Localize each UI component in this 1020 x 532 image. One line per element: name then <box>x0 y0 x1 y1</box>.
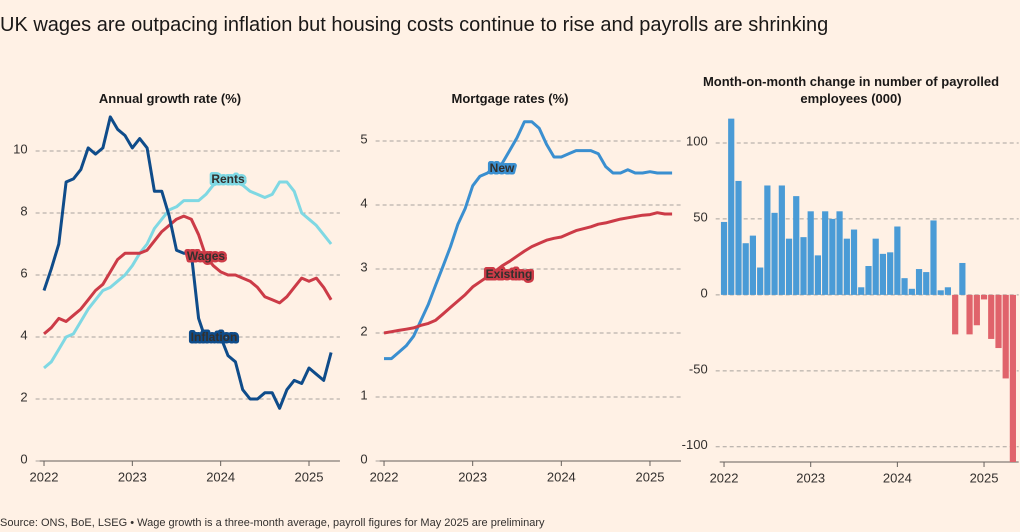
bar <box>901 278 908 295</box>
x-tick-label: 2025 <box>970 470 999 485</box>
bar <box>728 118 735 295</box>
bar <box>872 238 879 295</box>
y-tick-label: -50 <box>689 361 708 376</box>
x-tick-label: 2023 <box>796 470 825 485</box>
y-tick-label: 2 <box>20 389 27 404</box>
line <box>43 174 333 370</box>
x-tick-label: 2024 <box>883 470 912 485</box>
bar <box>1009 294 1016 462</box>
bar <box>778 185 785 295</box>
bar <box>908 288 915 295</box>
bar <box>865 266 872 295</box>
bar <box>915 269 923 295</box>
y-tick-label: -100 <box>682 437 708 452</box>
bar <box>771 212 778 295</box>
bar <box>720 221 728 295</box>
bar <box>800 237 807 295</box>
x-tick-label: 2024 <box>547 469 576 484</box>
bar <box>814 255 821 295</box>
bar <box>785 238 793 295</box>
bar <box>807 211 814 295</box>
y-tick-label: 0 <box>20 451 27 466</box>
series-label: New <box>490 161 515 175</box>
bar <box>887 252 894 295</box>
bar <box>858 287 865 295</box>
line <box>42 115 333 410</box>
bar <box>742 243 749 295</box>
source: Source: ONS, BoE, LSEG • Wage growth is … <box>0 517 545 529</box>
x-tick-label: 2024 <box>206 469 235 484</box>
bar <box>944 287 951 295</box>
panel-title: Month-on-month change in number of payro… <box>702 74 1000 106</box>
x-tick-label: 2023 <box>118 469 147 484</box>
bar <box>937 290 944 295</box>
series-label: Wages <box>187 249 226 263</box>
x-tick-label: 2025 <box>636 469 665 484</box>
x-tick-label: 2022 <box>370 469 399 484</box>
bar <box>930 220 937 295</box>
line <box>383 211 673 335</box>
series-label: Inflation <box>191 330 238 344</box>
bar <box>757 267 764 295</box>
bar <box>879 253 886 295</box>
y-tick-label: 2 <box>360 323 367 338</box>
main-title: UK wages are outpacing inflation but hou… <box>0 14 829 36</box>
bar <box>735 180 742 295</box>
bar <box>973 294 980 326</box>
bar <box>829 218 836 295</box>
bar <box>764 185 771 295</box>
y-tick-label: 5 <box>360 131 367 146</box>
bar <box>980 294 988 300</box>
bar <box>952 294 959 335</box>
bar <box>988 294 995 339</box>
series-label: Existing <box>486 267 533 281</box>
bar <box>923 272 930 295</box>
y-tick-label: 8 <box>20 203 27 218</box>
panel-title: Mortgage rates (%) <box>451 91 569 106</box>
bar <box>995 294 1002 349</box>
x-tick-label: 2023 <box>458 469 487 484</box>
y-tick-label: 1 <box>360 387 367 402</box>
bar <box>959 262 966 295</box>
bar <box>822 211 829 295</box>
y-tick-label: 6 <box>20 265 27 280</box>
line <box>384 120 673 361</box>
bar <box>843 238 850 295</box>
y-tick-label: 4 <box>20 327 27 342</box>
x-tick-label: 2022 <box>30 469 59 484</box>
y-tick-label: 10 <box>13 141 27 156</box>
bar <box>793 196 800 295</box>
line <box>43 214 333 336</box>
bar <box>836 211 843 295</box>
y-tick-label: 50 <box>693 209 707 224</box>
bar <box>850 229 858 295</box>
series-label: Rents <box>211 172 245 186</box>
x-tick-label: 2022 <box>710 470 739 485</box>
bar <box>894 226 901 295</box>
bar <box>966 294 973 335</box>
y-tick-label: 0 <box>700 285 707 300</box>
panel-title: Annual growth rate (%) <box>98 91 242 106</box>
x-tick-label: 2025 <box>295 469 324 484</box>
bar <box>749 235 756 295</box>
y-tick-label: 0 <box>360 451 367 466</box>
y-tick-label: 100 <box>686 133 708 148</box>
y-tick-label: 3 <box>360 259 367 274</box>
y-tick-label: 4 <box>360 195 367 210</box>
bar <box>1002 294 1009 379</box>
